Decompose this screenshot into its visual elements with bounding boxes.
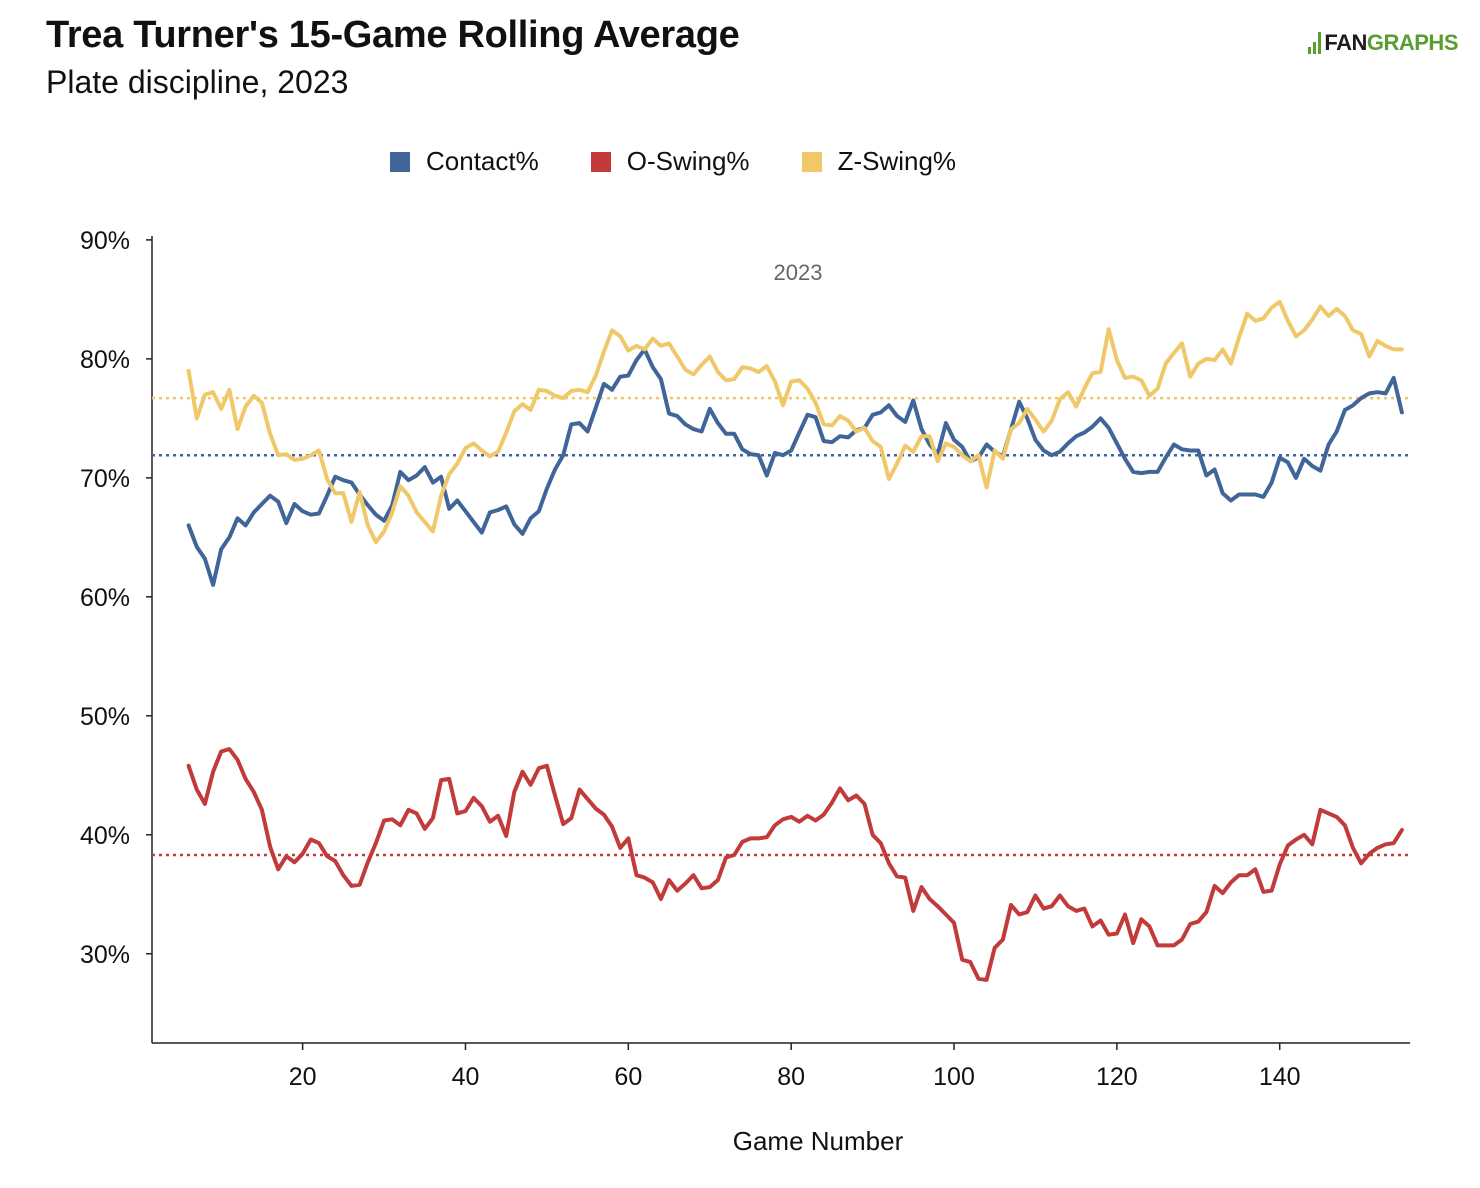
legend-swatch-contact	[390, 151, 410, 172]
y-tick-label: 80%	[80, 346, 130, 374]
legend-item-zswing: Z-Swing%	[801, 146, 957, 177]
legend-swatch-zswing	[801, 151, 822, 172]
chart-title: Trea Turner's 15-Game Rolling Average	[46, 14, 740, 56]
series-line-contact	[186, 347, 1404, 587]
legend-item-oswing: O-Swing%	[590, 146, 750, 177]
y-tick-label: 70%	[80, 465, 130, 493]
x-tick-label: 80	[777, 1063, 805, 1091]
x-tick-label: 60	[614, 1063, 642, 1091]
x-tick-label: 40	[452, 1063, 480, 1091]
chart-legend: Contact% O-Swing% Z-Swing%	[390, 146, 1008, 177]
logo-text-graphs: GRAPHS	[1366, 30, 1459, 55]
y-tick-label: 30%	[80, 941, 130, 969]
x-tick-label: 20	[289, 1063, 317, 1091]
y-tick-label: 50%	[80, 703, 130, 731]
y-tick-label: 90%	[80, 227, 130, 255]
legend-item-contact: Contact%	[390, 146, 539, 177]
series-line-zswing	[186, 299, 1404, 545]
year-annotation: 2023	[774, 260, 823, 285]
series-line-oswing	[186, 747, 1404, 982]
logo-text-fan: FAN	[1324, 30, 1367, 55]
x-axis-label: Game Number	[733, 1126, 904, 1156]
legend-swatch-oswing	[590, 151, 611, 172]
y-tick-label: 40%	[80, 822, 130, 850]
x-tick-label: 120	[1096, 1063, 1138, 1091]
x-tick-label: 140	[1259, 1063, 1301, 1091]
x-tick-label: 100	[933, 1063, 975, 1091]
legend-label-zswing: Z-Swing%	[837, 146, 957, 176]
y-tick-label: 60%	[80, 584, 130, 612]
legend-label-contact: Contact%	[426, 146, 539, 176]
legend-label-oswing: O-Swing%	[626, 146, 750, 176]
chart-subtitle: Plate discipline, 2023	[46, 64, 349, 100]
fangraphs-logo: FAN GRAPHS	[1308, 30, 1459, 56]
logo-bars-icon	[1308, 32, 1322, 54]
